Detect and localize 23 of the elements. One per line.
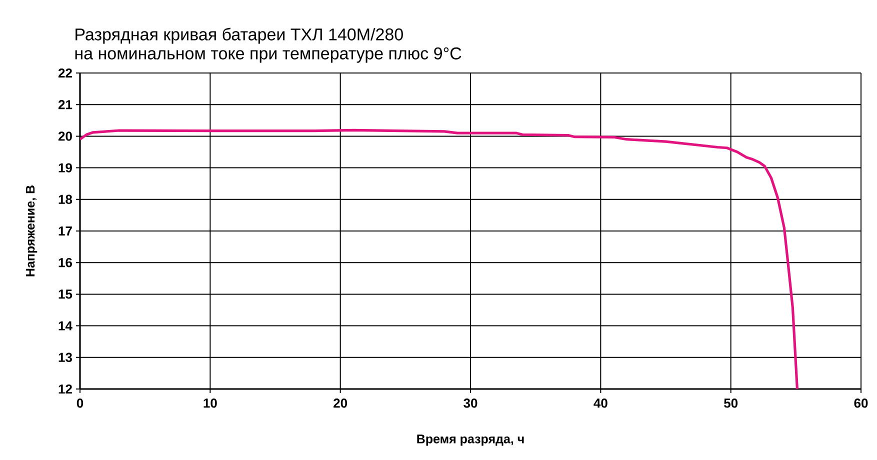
x-tick-label: 0 xyxy=(76,398,84,408)
x-tick-label: 60 xyxy=(854,398,868,408)
x-tick-label: 30 xyxy=(464,398,478,408)
y-tick-label: 19 xyxy=(58,163,72,172)
y-tick-label: 20 xyxy=(58,132,72,141)
y-tick-label: 13 xyxy=(58,352,72,362)
y-axis-title: Напряжение, В xyxy=(26,186,38,276)
y-tick-label: 21 xyxy=(58,100,72,110)
x-tick-label: 20 xyxy=(334,398,348,408)
y-tick-label: 15 xyxy=(58,290,72,299)
y-tick-label: 18 xyxy=(58,194,72,204)
y-tick-label: 17 xyxy=(58,226,72,236)
y-tick-label: 22 xyxy=(58,68,72,78)
x-tick-label: 10 xyxy=(204,398,217,408)
line-series xyxy=(80,128,799,389)
chart-subtitle: на номинальном токе при температуре плюс 9°C xyxy=(75,47,462,63)
x-tick-label: 40 xyxy=(594,398,608,408)
chart-title: Разрядная кривая батареи ТХЛ 140М/280 xyxy=(76,28,403,44)
y-tick-label: 14 xyxy=(58,321,72,330)
x-tick-label: 50 xyxy=(724,398,738,408)
x-axis-title: Время разряда, ч xyxy=(417,434,524,446)
y-tick-label: 12 xyxy=(58,384,72,394)
y-tick-label: 16 xyxy=(58,258,72,268)
